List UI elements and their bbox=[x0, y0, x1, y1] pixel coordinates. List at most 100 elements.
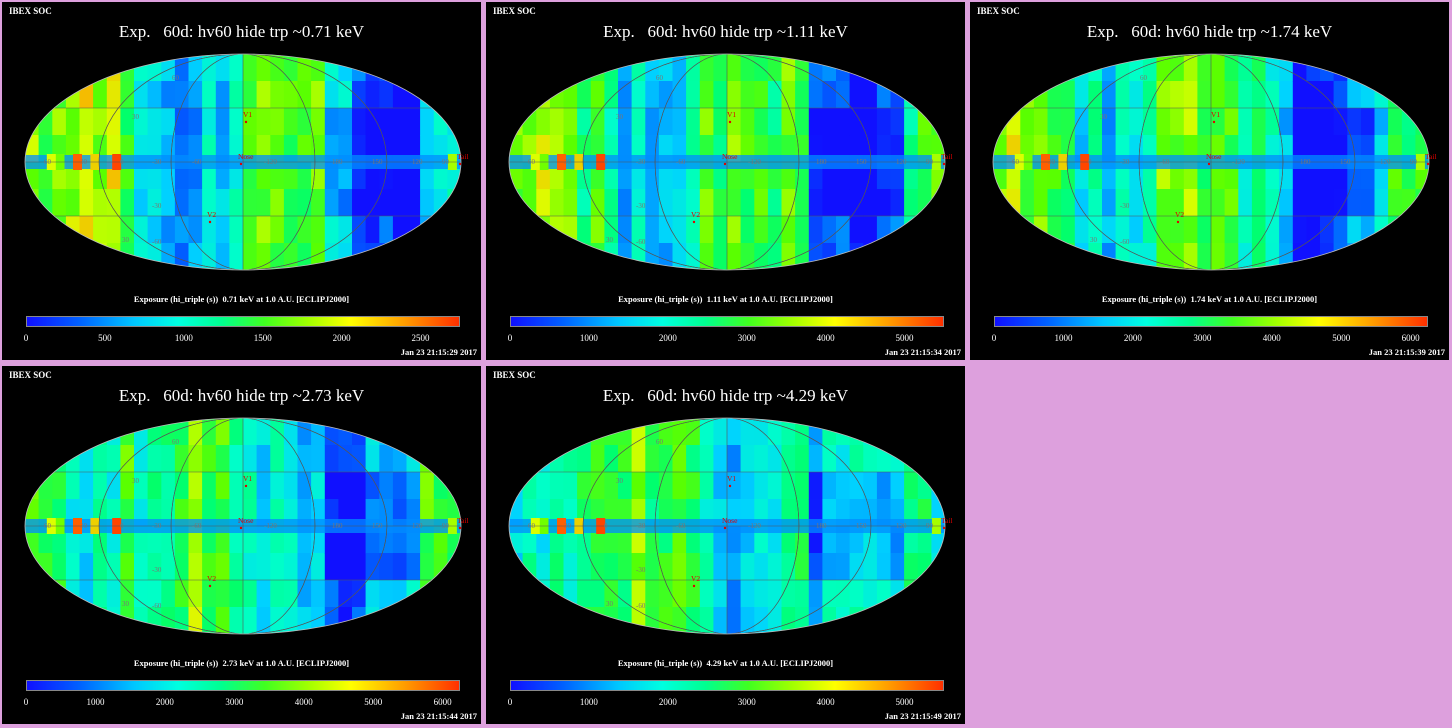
exposure-pixel bbox=[52, 607, 67, 634]
exposure-pixel bbox=[536, 54, 551, 82]
exposure-pixel bbox=[433, 580, 448, 608]
exposure-pixel bbox=[767, 418, 782, 446]
exposure-pixel bbox=[79, 108, 94, 136]
exposure-pixel bbox=[1211, 108, 1226, 136]
exposure-pixel bbox=[931, 216, 945, 244]
exposure-pixel bbox=[1006, 216, 1021, 244]
colorbar-tick-label: 0 bbox=[991, 333, 997, 343]
exposure-pixel bbox=[106, 580, 121, 608]
exposure-pixel bbox=[577, 243, 592, 270]
exposure-pixel bbox=[890, 472, 905, 500]
exposure-pixel bbox=[563, 243, 578, 270]
exposure-pixel bbox=[433, 81, 448, 109]
exposure-pixel bbox=[324, 216, 339, 244]
colorbar-tick-label: 3000 bbox=[225, 697, 244, 707]
exposure-pixel bbox=[134, 243, 149, 270]
exposure-pixel bbox=[202, 580, 217, 608]
colorbar bbox=[994, 316, 1428, 327]
exposure-pixel bbox=[1102, 108, 1117, 136]
exposure-pixel bbox=[93, 472, 108, 500]
longitude-label: 30 bbox=[80, 158, 88, 166]
longitude-label: 90 bbox=[1410, 158, 1418, 166]
exposure-pixel bbox=[120, 189, 135, 217]
longitude-label: 0 bbox=[604, 158, 608, 166]
longitude-label: -60 bbox=[192, 522, 202, 530]
longitude-label: 0 bbox=[120, 158, 124, 166]
exposure-pixel bbox=[93, 243, 108, 270]
exposure-pixel bbox=[283, 216, 298, 244]
colorbar-tick-label: 2000 bbox=[658, 697, 677, 707]
exposure-pixel bbox=[781, 243, 796, 270]
exposure-pixel bbox=[822, 243, 837, 270]
longitude-label: 60 bbox=[528, 522, 536, 530]
exposure-pixel bbox=[379, 243, 394, 270]
longitude-label: -120 bbox=[748, 158, 761, 166]
exposure-pixel bbox=[836, 472, 851, 500]
marker-label-nose: Nose bbox=[238, 152, 254, 161]
exposure-pixel bbox=[658, 472, 673, 500]
exposure-pixel bbox=[297, 189, 312, 217]
exposure-pixel bbox=[863, 580, 878, 608]
exposure-pixel bbox=[147, 108, 162, 136]
exposure-pixel bbox=[727, 418, 742, 446]
exposure-pixel bbox=[324, 189, 339, 217]
exposure-pixel bbox=[352, 243, 367, 270]
exposure-pixel bbox=[631, 216, 646, 244]
exposure-pixel bbox=[808, 189, 823, 217]
exposure-pixel bbox=[863, 189, 878, 217]
exposure-pixel bbox=[229, 553, 244, 581]
exposure-pixel bbox=[686, 445, 701, 473]
exposure-pixel bbox=[1279, 81, 1294, 109]
latitude-label: -30 bbox=[1120, 202, 1130, 210]
exposure-pixel bbox=[106, 418, 121, 446]
exposure-pixel bbox=[713, 81, 728, 109]
exposure-pixel bbox=[202, 418, 217, 446]
latitude-label: -60 bbox=[152, 238, 162, 246]
exposure-pixel bbox=[590, 418, 605, 446]
exposure-pixel bbox=[1088, 243, 1103, 270]
exposure-pixel bbox=[931, 607, 945, 634]
exposure-pixel bbox=[686, 189, 701, 217]
exposure-pixel bbox=[699, 189, 714, 217]
exposure-pixel bbox=[338, 472, 353, 500]
colorbar-tick-label: 3000 bbox=[737, 697, 756, 707]
longitude-label: -30 bbox=[1120, 158, 1130, 166]
exposure-pixel bbox=[754, 472, 769, 500]
longitude-label: 60 bbox=[44, 158, 52, 166]
exposure-pixel bbox=[1388, 108, 1403, 136]
exposure-pixel bbox=[1074, 81, 1089, 109]
marker-label-v1: V1 bbox=[243, 110, 252, 119]
exposure-pixel bbox=[392, 472, 407, 500]
exposure-pixel bbox=[672, 472, 687, 500]
exposure-pixel bbox=[849, 108, 864, 136]
exposure-pixel bbox=[1238, 189, 1253, 217]
exposure-pixel bbox=[1306, 108, 1321, 136]
exposure-pixel bbox=[1251, 54, 1266, 82]
exposure-pixel bbox=[65, 189, 80, 217]
exposure-pixel bbox=[849, 553, 864, 581]
exposure-pixel bbox=[917, 216, 932, 244]
exposure-pixel bbox=[406, 553, 421, 581]
exposure-pixel bbox=[1292, 81, 1307, 109]
exposure-pixel bbox=[740, 81, 755, 109]
exposure-pixel bbox=[1183, 216, 1198, 244]
longitude-label: 180 bbox=[816, 158, 827, 166]
exposure-pixel bbox=[283, 243, 298, 270]
exposure-pixel bbox=[406, 472, 421, 500]
exposure-pixel bbox=[699, 81, 714, 109]
exposure-pixel bbox=[1142, 216, 1157, 244]
exposure-pixel bbox=[134, 472, 149, 500]
exposure-pixel bbox=[25, 580, 40, 608]
latitude-label: 30 bbox=[606, 600, 614, 608]
exposure-pixel bbox=[447, 580, 461, 608]
exposure-pixel bbox=[352, 472, 367, 500]
exposure-pixel bbox=[658, 445, 673, 473]
exposure-pixel bbox=[120, 418, 135, 446]
exposure-pixel bbox=[727, 108, 742, 136]
longitude-label: 30 bbox=[80, 522, 88, 530]
exposure-pixel bbox=[904, 418, 919, 446]
exposure-pixel bbox=[822, 216, 837, 244]
exposure-pixel bbox=[147, 81, 162, 109]
exposure-pixel bbox=[781, 189, 796, 217]
exposure-pixel bbox=[161, 189, 176, 217]
